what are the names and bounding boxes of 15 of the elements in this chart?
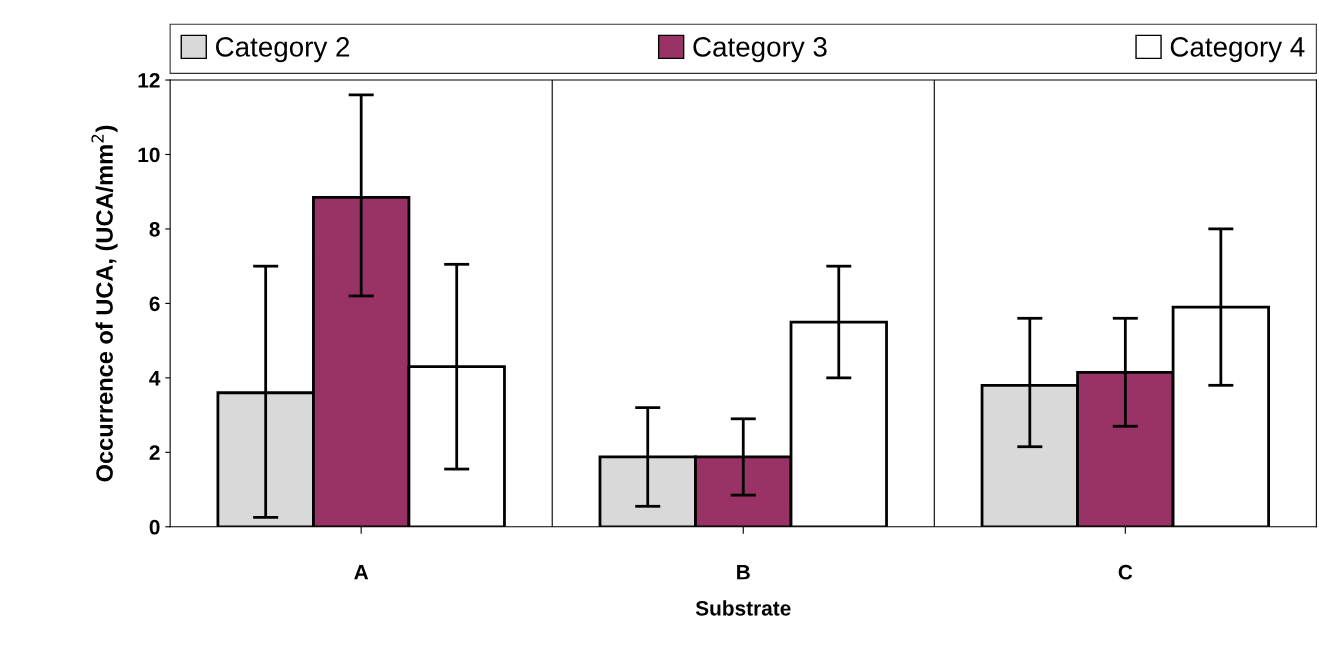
x-axis-title: Substrate: [695, 600, 791, 616]
y-tick-label: 8: [149, 221, 160, 237]
y-axis-title: Occurrence of UCA, (UCA/mm$^{2}$): [91, 125, 118, 482]
legend-label: Category 4: [1170, 37, 1305, 63]
y-tick-label: 2: [149, 445, 160, 460]
legend-label: Category 2: [216, 37, 350, 63]
x-tick-label: A: [354, 565, 369, 580]
y-tick-label: 10: [138, 147, 160, 163]
y-tick-label: 0: [149, 519, 160, 535]
x-tick-label: C: [1118, 564, 1133, 580]
y-tick-label: 6: [149, 296, 160, 312]
y-tick-label: 4: [149, 371, 161, 386]
x-tick-label: B: [737, 565, 750, 580]
y-tick-label: 12: [138, 73, 160, 88]
legend-label: Category 3: [693, 37, 827, 63]
